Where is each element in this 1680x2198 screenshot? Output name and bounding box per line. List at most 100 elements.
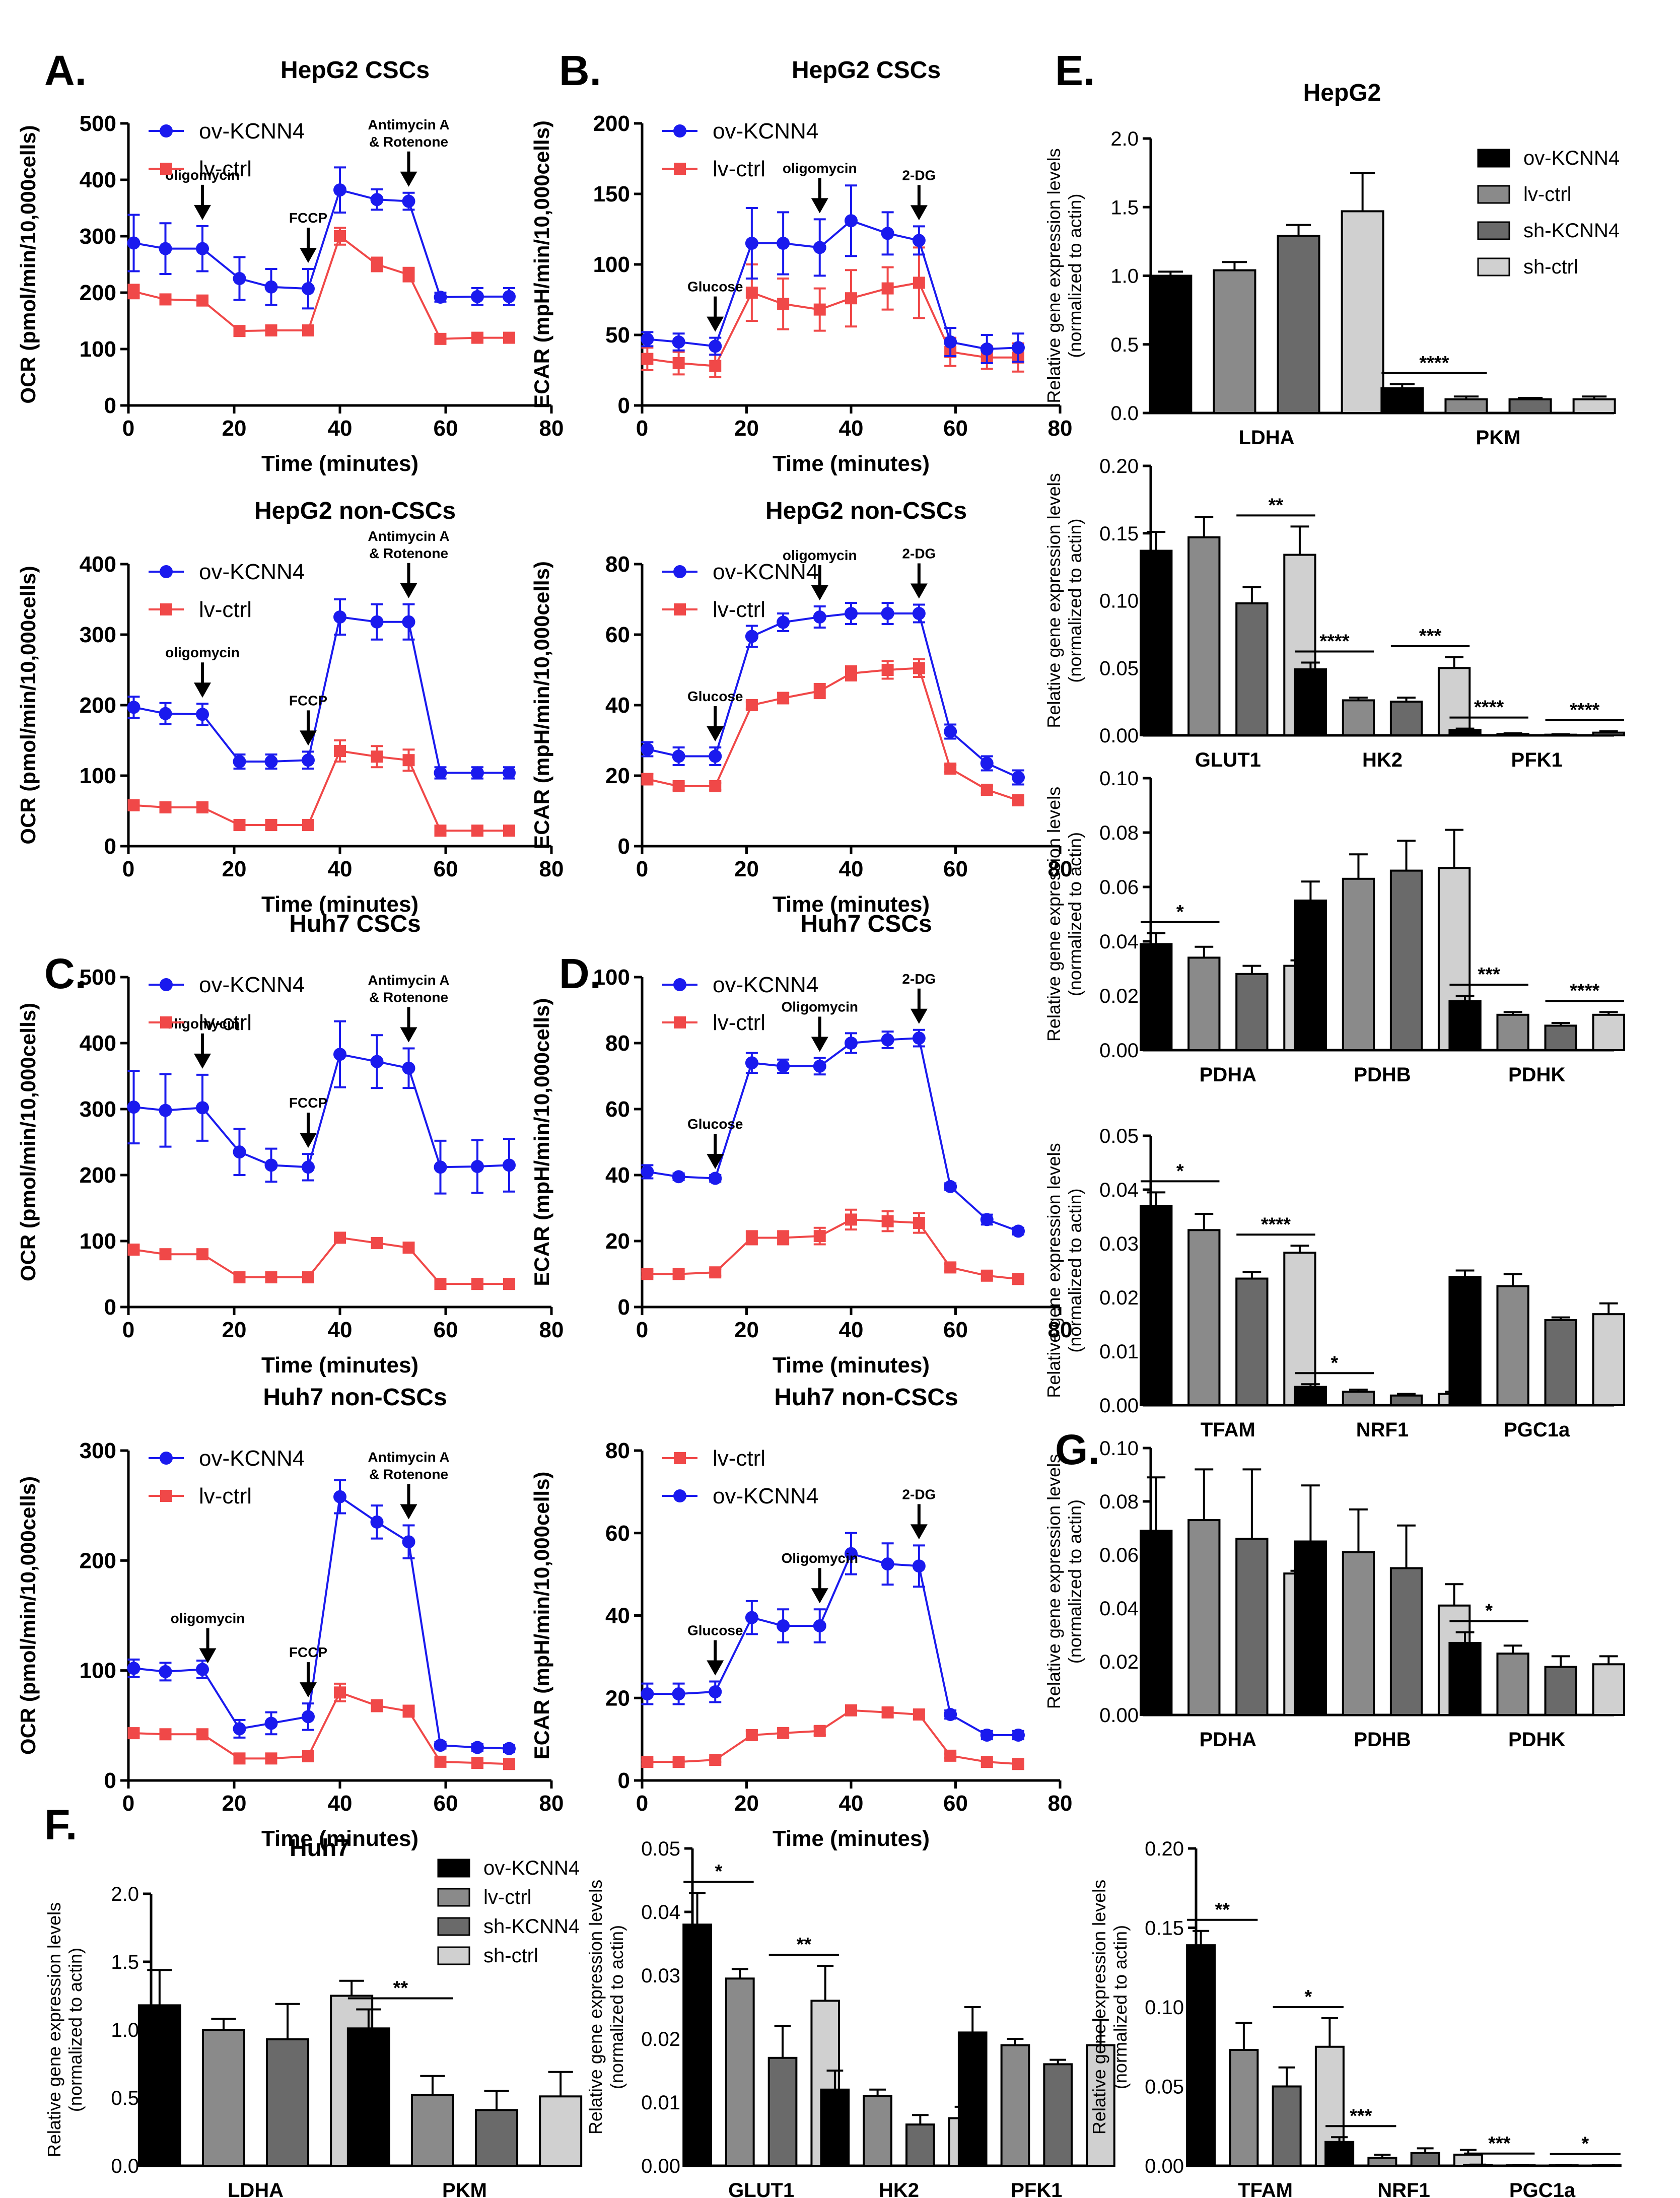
bar	[1235, 602, 1269, 736]
x-tick-label: 80	[539, 1791, 564, 1816]
annotation-label: Glucose	[687, 279, 743, 295]
category-PKM	[1380, 383, 1616, 415]
y-tick-label: 1.0	[1110, 265, 1139, 288]
legend-f: ov-KCNN4 lv-ctrl sh-KCNN4 sh-ctrl	[437, 1857, 580, 1967]
significance-label: ****	[1419, 353, 1449, 374]
y-tick-label: 1.0	[111, 2019, 139, 2041]
bar	[1448, 1276, 1482, 1407]
bar	[820, 2088, 850, 2167]
y-tick-label: 0.04	[1099, 1179, 1139, 1201]
data-point	[127, 285, 140, 298]
chart-d2: Huh7 non-CSCs 0 20 40 60 80 0 20 40 60 80 Time (min…	[530, 1384, 1072, 1851]
annotation-label: oligomycin	[783, 160, 857, 176]
annotation-label: Glucose	[687, 1116, 743, 1132]
data-point	[641, 742, 654, 756]
data-point	[745, 237, 758, 250]
bar	[1389, 701, 1423, 736]
series-line	[133, 1237, 509, 1285]
data-point	[471, 1757, 483, 1769]
category-PFK1	[1448, 727, 1625, 737]
y-tick-label: 0.20	[1145, 1838, 1184, 1860]
category-LDHA	[1149, 172, 1384, 414]
data-point	[672, 357, 685, 369]
y-tick-label: 0.5	[1110, 334, 1139, 356]
y-tick-label: 0.06	[1099, 876, 1139, 899]
legend-label: lv-ctrl	[713, 1010, 765, 1035]
chart-title: Huh7 non-CSCs	[774, 1384, 958, 1411]
annotation-arrow-head	[910, 205, 928, 221]
annotation-arrow-head	[194, 204, 211, 220]
data-point	[845, 1547, 858, 1560]
y-tick-label: 2.0	[1110, 128, 1139, 150]
annotation-arrow-head	[300, 1133, 317, 1148]
data-point	[709, 780, 722, 792]
y-tick-label: 60	[605, 1521, 630, 1546]
legend-label: ov-KCNN4	[713, 973, 818, 997]
annotation-arrow-head	[811, 1037, 828, 1052]
legend-swatch	[1477, 149, 1510, 168]
x-tick-label: GLUT1	[1195, 749, 1261, 771]
x-tick-label: 80	[1048, 416, 1073, 441]
data-point	[503, 290, 516, 303]
data-point	[1012, 794, 1024, 806]
y-tick-label: 100	[80, 1229, 116, 1254]
y-tick-label: 0.05	[1099, 657, 1139, 679]
bar	[1448, 1000, 1482, 1052]
annotation-arrow-head	[910, 583, 928, 599]
x-tick-label: 20	[734, 416, 759, 441]
y-tick-label: 0.02	[1099, 985, 1139, 1007]
y-tick-label: 0	[104, 1768, 116, 1793]
y-tick-label: 0	[104, 393, 116, 418]
y-tick-label: 200	[80, 1548, 116, 1573]
annotation-arrow-head	[194, 1053, 211, 1069]
y-tick-label: 40	[605, 693, 630, 718]
annotation-arrow-head	[811, 585, 828, 600]
y-tick-label: 0	[618, 1295, 630, 1320]
bar	[1000, 2044, 1030, 2167]
bar	[1294, 900, 1327, 1051]
bar	[266, 2038, 310, 2167]
panel-label-f: F.	[44, 1801, 78, 1848]
y-tick-label: 400	[80, 552, 116, 577]
data-point	[402, 615, 415, 629]
data-point	[813, 241, 826, 254]
data-point	[845, 1037, 858, 1050]
data-point	[981, 1756, 993, 1768]
series-lv-ctrl	[641, 658, 1024, 806]
data-point	[1012, 1224, 1025, 1238]
category-PDHA	[1140, 932, 1316, 1052]
annotation-label: Antimycin A	[368, 528, 449, 544]
y-tick-label: 300	[80, 1438, 116, 1463]
y-tick-label: 0.15	[1145, 1917, 1184, 1940]
annotation-arrow-head	[811, 1588, 828, 1604]
data-point	[777, 1231, 790, 1244]
significance-label: ****	[1570, 700, 1599, 721]
data-point	[302, 1160, 315, 1174]
y-tick-label: 80	[605, 1031, 630, 1056]
series-ov-KCNN4	[641, 602, 1025, 786]
y-axis-label: Relative gene expression levels	[1043, 1454, 1064, 1709]
data-point	[265, 1271, 277, 1284]
data-point	[233, 1271, 246, 1284]
y-axis-label: (normalized to actin)	[1065, 193, 1085, 358]
data-point	[233, 325, 246, 337]
bar	[1187, 536, 1221, 737]
annotation-label: Antimycin A	[368, 117, 449, 132]
y-tick-label: 100	[593, 252, 630, 277]
annotation-arrow-head	[707, 316, 724, 332]
annotation-label: FCCP	[289, 210, 327, 226]
data-point	[196, 1728, 208, 1741]
series-line	[647, 1552, 1018, 1736]
significance-label: *	[1581, 2134, 1589, 2155]
y-tick-label: 300	[80, 224, 116, 249]
series-ov-KCNN4	[127, 1479, 516, 1755]
y-tick-label: 100	[80, 337, 116, 362]
significance-label: ***	[1350, 2105, 1372, 2126]
series-lv-ctrl	[127, 1231, 515, 1290]
bar	[682, 1924, 712, 2167]
data-point	[370, 1055, 384, 1068]
category-TFAM	[1186, 1930, 1345, 2167]
x-tick-label: 20	[734, 857, 759, 881]
data-point	[813, 303, 826, 316]
data-point	[881, 1557, 894, 1571]
